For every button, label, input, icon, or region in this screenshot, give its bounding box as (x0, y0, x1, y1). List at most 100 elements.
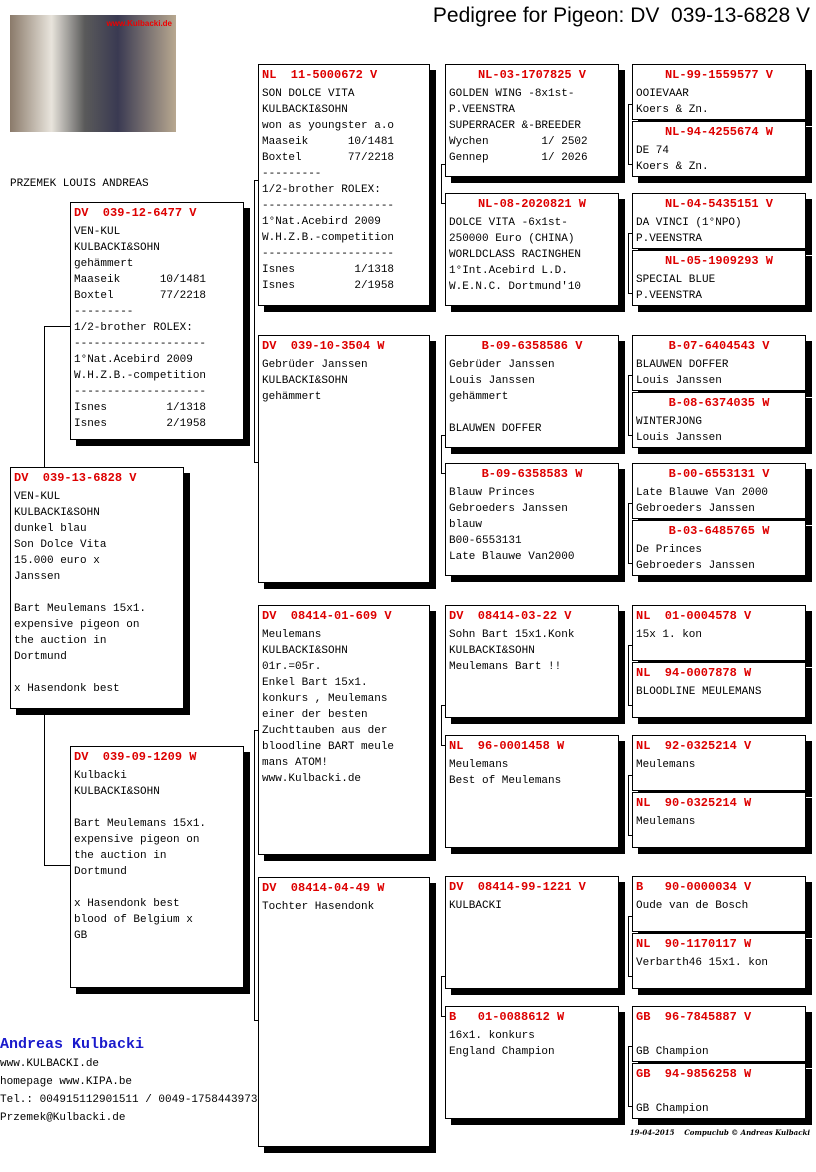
pigeon-card-great-great-grandparent[interactable]: B-03-6485765 W De Princes Gebroeders Janss… (632, 520, 806, 576)
pigeon-card-great-great-grandparent[interactable]: NL-04-5435151 V DA VINCI (1°NPO) P.VEENSTR… (632, 193, 806, 249)
pigeon-info-line: Meulemans (262, 629, 322, 641)
pigeon-card-grandparent[interactable]: DV 08414-01-609 V Meulemans KULBACKI&SOHN 0… (258, 605, 430, 855)
pigeon-info-line: B00-6553131 (449, 535, 522, 547)
pigeon-info-line: Zuchttauben aus der (262, 725, 388, 737)
connector-line (628, 503, 629, 563)
pigeon-card-great-grandparent[interactable]: NL-08-2020821 W DOLCE VITA -6x1st- 250000 … (445, 193, 619, 306)
pigeon-info-line: KULBACKI&SOHN (14, 507, 100, 519)
pigeon-card-sire[interactable]: DV 039-12-6477 V VEN-KUL KULBACKI&SOHN gehä… (70, 202, 244, 440)
pigeon-card-great-great-grandparent[interactable]: GB 94-9856258 W GB Champion (632, 1063, 806, 1119)
pigeon-info-line: Maaseik 10/1481 (262, 136, 395, 148)
pigeon-info-line: Isnes 2/1958 (74, 418, 207, 430)
pigeon-card-great-great-grandparent[interactable]: NL 94-0007878 W BLOODLINE MEULEMANS (632, 662, 806, 718)
ring-number: DV 08414-04-49 W (262, 881, 385, 895)
pigeon-info-line: Best of Meulemans (449, 775, 562, 787)
pigeon-info-line: WORLDCLASS RACINGHEN (449, 249, 582, 261)
connector-line (254, 180, 258, 181)
homepage-link[interactable]: homepage www.KIPA.be (0, 1076, 133, 1088)
connector-line (628, 1046, 629, 1106)
website-link[interactable]: www.KULBACKI.de (0, 1058, 100, 1070)
pigeon-info-line: 15.000 euro x (14, 555, 100, 567)
ring-number: NL 90-0325214 W (636, 796, 752, 810)
connector-line (628, 645, 632, 646)
pigeon-info-line: -------------------- (74, 386, 207, 398)
pigeon-card-great-grandparent[interactable]: NL-03-1707825 V GOLDEN WING -8x1st- P.VEEN… (445, 64, 619, 177)
pigeon-card-great-great-grandparent[interactable]: B-00-6553131 V Late Blauwe Van 2000 Gebroe… (632, 463, 806, 519)
pigeon-info-line (636, 1085, 802, 1101)
pigeon-info-line: GB (74, 930, 88, 942)
ring-number: B 90-0000034 V (636, 880, 752, 894)
connector-line (441, 164, 442, 203)
pigeon-card-subject[interactable]: DV 039-13-6828 V VEN-KUL KULBACKI&SOHN dunk… (10, 467, 184, 709)
connector-line (441, 435, 442, 473)
pigeon-card-great-great-grandparent[interactable]: NL-94-4255674 W DE 74 Koers & Zn. (632, 121, 806, 177)
connector-line (254, 730, 255, 1020)
connector-line (628, 435, 632, 436)
pigeon-card-great-great-grandparent[interactable]: B 90-0000034 V Oude van de Bosch (632, 876, 806, 932)
pigeon-info-line: VEN-KUL (14, 491, 61, 503)
pigeon-info-line: KULBACKI&SOHN (74, 242, 160, 254)
connector-line (628, 775, 629, 835)
pigeon-info-line: -------------------- (74, 338, 207, 350)
pigeon-card-great-grandparent[interactable]: B-09-6358586 V Gebrüder Janssen Louis Jans… (445, 335, 619, 448)
connector-line (628, 1046, 632, 1047)
connector-line (441, 164, 445, 165)
connector-line (254, 730, 258, 731)
pigeon-card-grandparent[interactable]: DV 039-10-3504 W Gebrüder Janssen KULBACKI… (258, 335, 430, 583)
ring-number: NL 11-5000672 V (262, 68, 378, 82)
pigeon-info-line: GB Champion (636, 1046, 709, 1058)
pigeon-info-line: einer der besten (262, 709, 368, 721)
connector-line (628, 164, 632, 165)
pigeon-card-dam[interactable]: DV 039-09-1209 W Kulbacki KULBACKI&SOHN Bar… (70, 746, 244, 988)
pigeon-info-line: Gebrüder Janssen (449, 359, 555, 371)
pigeon-card-great-great-grandparent[interactable]: B-07-6404543 V BLAUWEN DOFFER Louis Jansse… (632, 335, 806, 391)
connector-line (441, 435, 445, 436)
pigeon-info-line: Gennep 1/ 2026 (449, 152, 588, 164)
pigeon-card-grandparent[interactable]: DV 08414-04-49 W Tochter Hasendonk (258, 877, 430, 1147)
pigeon-info-line: P.VEENSTRA (449, 104, 516, 116)
pigeon-info-line: gehämmert (449, 391, 509, 403)
connector-line (628, 563, 632, 564)
pigeon-card-great-grandparent[interactable]: B-09-6358583 W Blauw Princes Gebroeders Ja… (445, 463, 619, 576)
pigeon-card-great-great-grandparent[interactable]: GB 96-7845887 V GB Champion (632, 1006, 806, 1062)
pigeon-card-great-great-grandparent[interactable]: NL-99-1559577 V OOIEVAAR Koers & Zn. (632, 64, 806, 120)
ring-number: NL 90-1170117 W (636, 937, 752, 951)
pigeon-info-line: blauw (449, 519, 483, 531)
pigeon-info-line: Gebroeders Janssen (636, 560, 755, 572)
connector-line (254, 180, 255, 462)
pigeon-info-line: Sohn Bart 15x1.Konk (449, 629, 575, 641)
ring-number: DV 039-13-6828 V (14, 471, 137, 485)
pigeon-card-great-great-grandparent[interactable]: NL-05-1909293 W SPECIAL BLUE P.VEENSTRA (632, 250, 806, 306)
pigeon-info-line: gehämmert (74, 258, 134, 270)
pigeon-info-line: Gebrüder Janssen (262, 359, 368, 371)
pigeon-card-great-grandparent[interactable]: DV 08414-99-1221 V KULBACKI (445, 876, 619, 989)
pigeon-info-line: gehämmert (262, 391, 322, 403)
connector-line (628, 293, 632, 294)
pigeon-card-great-grandparent[interactable]: NL 96-0001458 W Meulemans Best of Meuleman… (445, 735, 619, 848)
connector-line (441, 976, 442, 1016)
ring-number: NL 96-0001458 W (449, 739, 565, 753)
pigeon-card-great-great-grandparent[interactable]: NL 90-1170117 W Verbarth46 15x1. kon (632, 933, 806, 989)
email-link[interactable]: Przemek@Kulbacki.de (0, 1112, 126, 1124)
pigeon-card-great-great-grandparent[interactable]: NL 90-0325214 W Meulemans (632, 792, 806, 848)
connector-line (628, 976, 632, 977)
connector-line (628, 104, 632, 105)
pigeon-card-great-great-grandparent[interactable]: NL 92-0325214 V Meulemans (632, 735, 806, 791)
pigeon-card-great-grandparent[interactable]: B 01-0088612 W 16x1. konkurs England Champ… (445, 1006, 619, 1119)
pigeon-card-great-great-grandparent[interactable]: B-08-6374035 W WINTERJONG Louis Janssen (632, 392, 806, 448)
pigeon-card-great-great-grandparent[interactable]: NL 01-0004578 V 15x 1. kon (632, 605, 806, 661)
pigeon-info-line: Meulemans Bart !! (449, 661, 562, 673)
pigeon-card-great-grandparent[interactable]: DV 08414-03-22 V Sohn Bart 15x1.Konk KULBA… (445, 605, 619, 718)
pigeon-info-line: BLAUWEN DOFFER (449, 423, 542, 435)
ring-number: NL-03-1707825 V (477, 68, 587, 82)
connector-line (441, 705, 442, 745)
pigeon-info-line (74, 800, 240, 816)
ring-number: NL 01-0004578 V (636, 609, 752, 623)
pigeon-info-line: Louis Janssen (449, 375, 535, 387)
photo-watermark: www.Kulbacki.de (106, 19, 173, 28)
ring-number: NL-94-4255674 W (664, 125, 774, 139)
pigeon-card-grandparent[interactable]: NL 11-5000672 V SON DOLCE VITA KULBACKI&SO… (258, 64, 430, 306)
ring-number: B 01-0088612 W (449, 1010, 565, 1024)
pigeon-info-line: KULBACKI&SOHN (262, 104, 348, 116)
